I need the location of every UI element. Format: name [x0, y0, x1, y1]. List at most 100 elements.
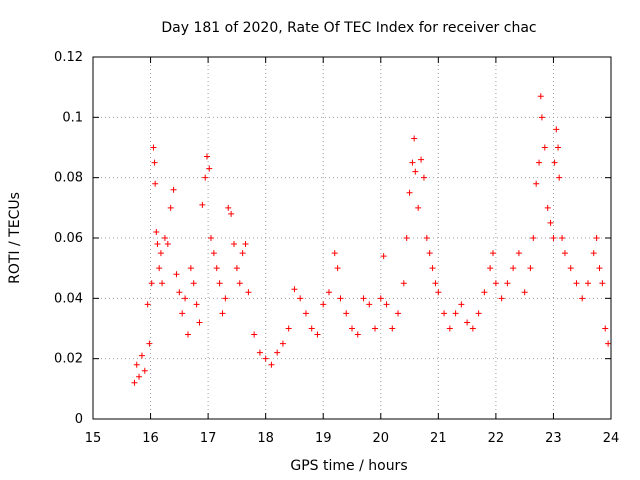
data-point: [377, 295, 384, 302]
data-point: [510, 265, 517, 272]
data-point: [216, 280, 223, 287]
x-tick-label: 19: [315, 431, 332, 446]
data-point: [579, 295, 586, 302]
data-point: [395, 310, 402, 317]
data-point: [334, 265, 341, 272]
data-point: [536, 159, 543, 166]
x-tick-label: 22: [488, 431, 505, 446]
data-point: [553, 126, 560, 133]
data-point: [239, 250, 246, 257]
x-tick-label: 18: [257, 431, 274, 446]
data-point: [354, 331, 361, 338]
data-point: [325, 289, 332, 296]
data-point: [383, 301, 390, 308]
data-point: [146, 340, 153, 347]
x-tick-label: 24: [603, 431, 620, 446]
chart-title: Day 181 of 2020, Rate Of TEC Index for r…: [161, 20, 536, 36]
data-point: [291, 286, 298, 293]
data-point: [458, 301, 465, 308]
data-point: [360, 295, 367, 302]
data-point: [279, 340, 286, 347]
y-axis-label: ROTI / TECUs: [7, 192, 23, 284]
data-point: [151, 159, 158, 166]
data-points: [131, 93, 612, 386]
data-point: [331, 250, 338, 257]
data-point: [203, 153, 210, 160]
x-tick-label: 17: [200, 431, 217, 446]
data-point: [475, 310, 482, 317]
data-point: [599, 280, 606, 287]
y-tick-label: 0.02: [54, 352, 83, 367]
data-point: [550, 235, 557, 241]
data-point: [170, 186, 177, 193]
data-point: [544, 204, 551, 211]
data-point: [547, 219, 554, 226]
data-point: [584, 280, 591, 287]
data-point: [515, 250, 522, 257]
data-point: [418, 156, 425, 163]
data-point: [231, 241, 238, 248]
x-tick-label: 16: [142, 431, 159, 446]
data-point: [210, 250, 217, 257]
data-point: [446, 325, 453, 332]
data-point: [426, 250, 433, 257]
y-tick-label: 0.04: [54, 291, 83, 306]
data-point: [487, 265, 494, 272]
data-point: [366, 301, 373, 308]
data-point: [154, 241, 161, 248]
data-point: [537, 93, 544, 100]
data-point: [184, 331, 191, 338]
data-point: [202, 174, 209, 181]
data-point: [533, 180, 540, 187]
data-point: [136, 373, 143, 380]
data-point: [199, 201, 206, 208]
data-point: [527, 265, 534, 272]
data-point: [567, 265, 574, 272]
data-point: [452, 310, 459, 317]
data-point: [530, 235, 537, 241]
data-point: [236, 280, 243, 287]
data-point: [423, 235, 430, 241]
data-point: [153, 228, 160, 235]
data-point: [190, 280, 197, 287]
data-point: [213, 265, 220, 272]
x-tick-label: 21: [430, 431, 447, 446]
data-point: [441, 310, 448, 317]
data-point: [138, 352, 145, 359]
data-point: [228, 210, 235, 217]
data-point: [555, 144, 562, 151]
data-point: [561, 250, 568, 257]
data-point: [403, 235, 410, 241]
data-point: [538, 114, 545, 121]
x-axis-label: GPS time / hours: [290, 458, 407, 474]
data-point: [196, 319, 203, 326]
data-point: [349, 325, 355, 332]
data-point: [173, 271, 180, 278]
data-point: [256, 349, 263, 356]
data-point: [320, 301, 327, 308]
data-point: [372, 325, 379, 332]
data-point: [389, 325, 396, 332]
data-point: [159, 280, 166, 287]
data-point: [380, 253, 387, 260]
data-point: [411, 135, 418, 142]
data-point: [481, 289, 488, 296]
data-point: [262, 355, 269, 362]
data-point: [406, 189, 413, 196]
data-point: [206, 165, 213, 172]
data-point: [242, 241, 249, 248]
data-point: [302, 310, 309, 317]
data-point: [131, 379, 138, 386]
y-tick-label: 0.1: [62, 110, 83, 125]
data-point: [161, 235, 168, 241]
data-point: [268, 361, 275, 368]
data-point: [504, 280, 511, 287]
data-point: [193, 301, 200, 308]
data-point: [176, 289, 183, 296]
data-point: [148, 280, 155, 287]
data-point: [409, 159, 416, 166]
data-point: [490, 250, 497, 257]
data-point: [308, 325, 315, 332]
data-point: [314, 331, 321, 338]
